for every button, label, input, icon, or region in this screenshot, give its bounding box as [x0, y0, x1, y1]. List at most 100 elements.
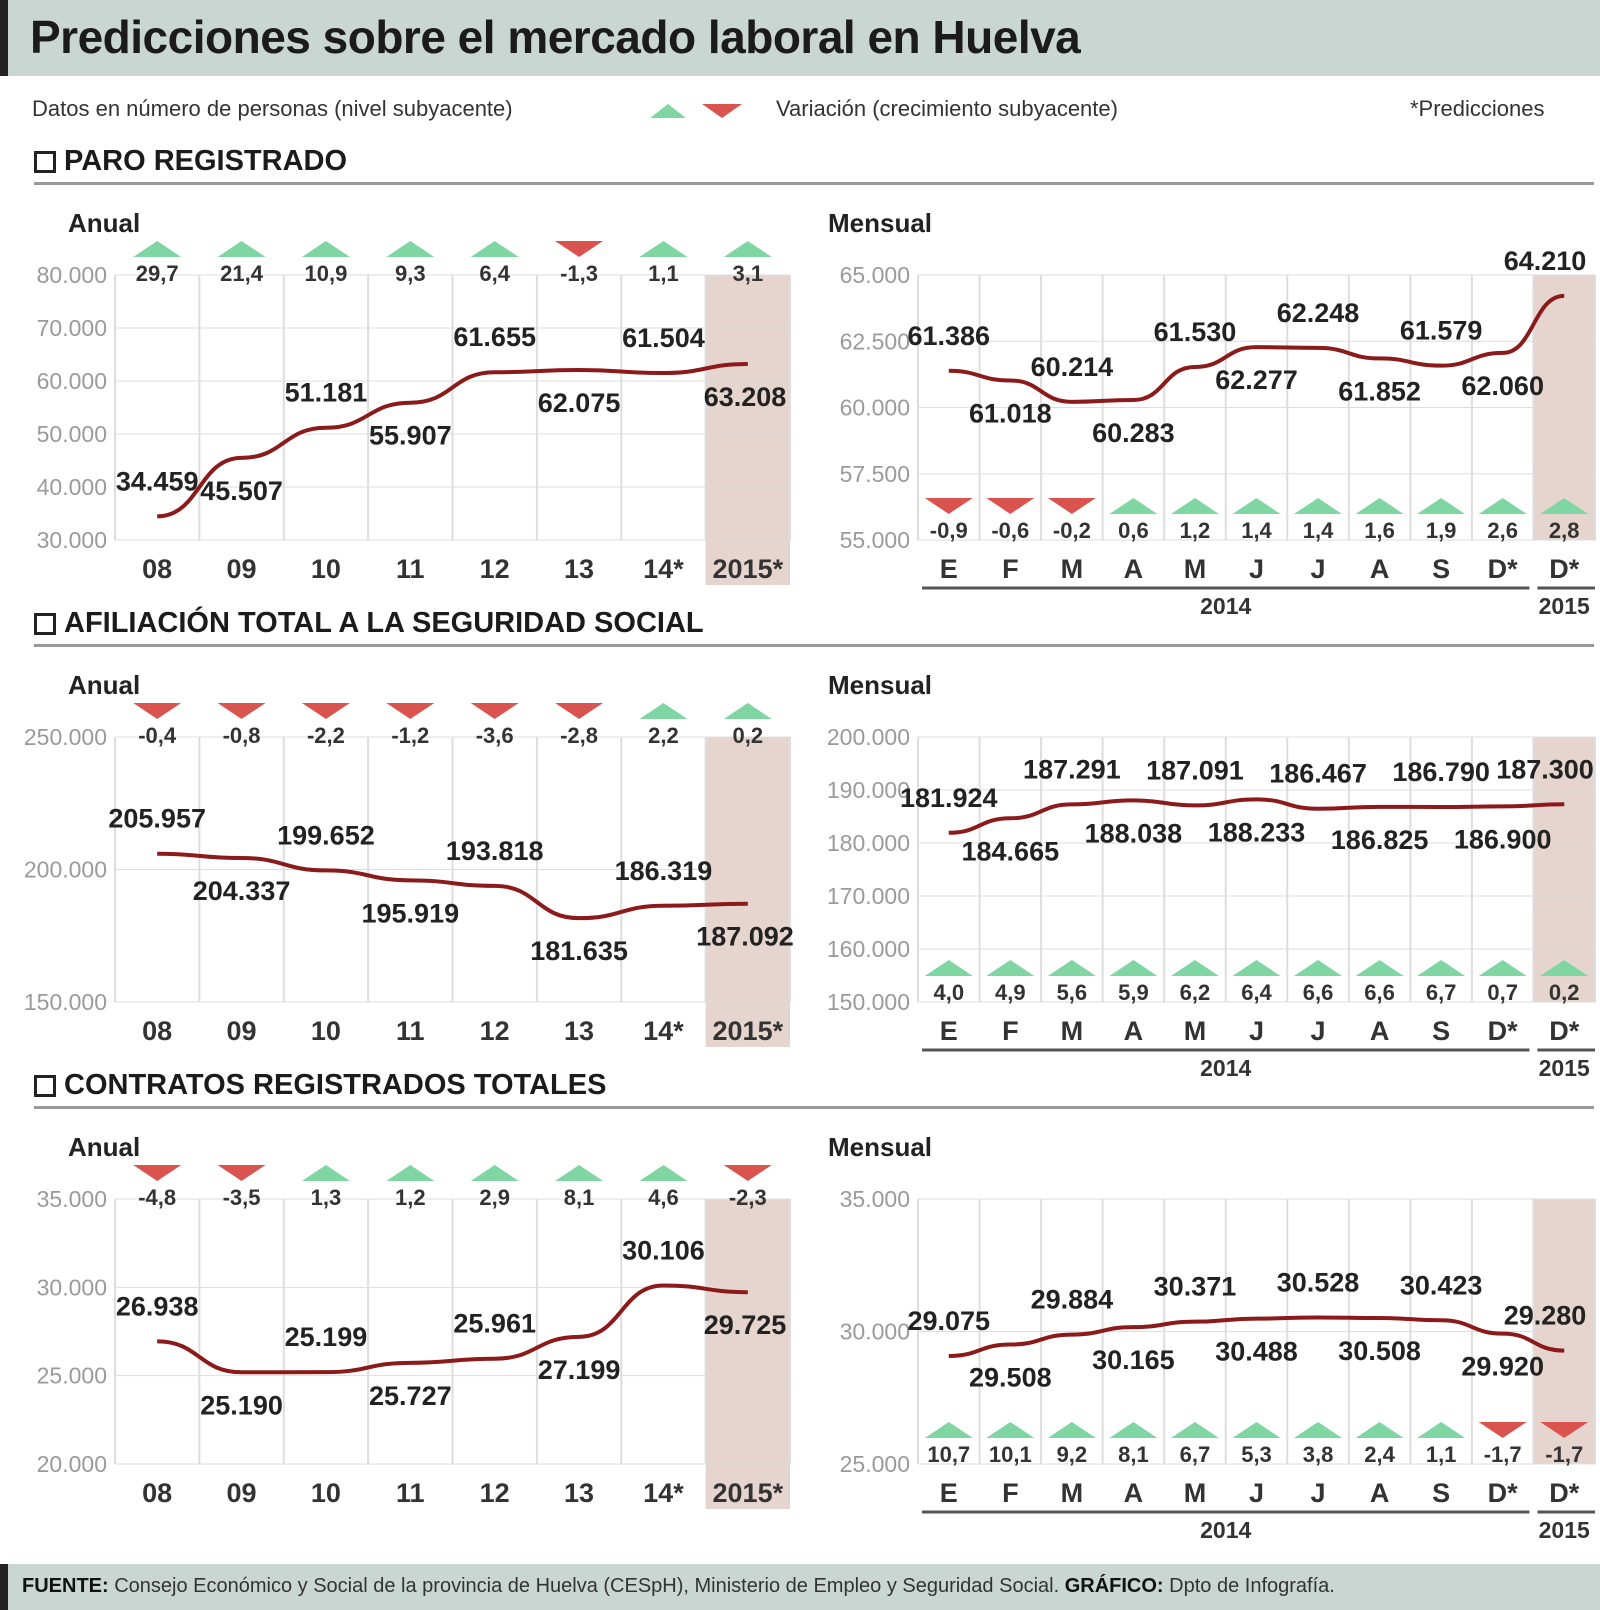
variation-label: 2,6	[1487, 518, 1518, 543]
value-label: 30.371	[1154, 1272, 1237, 1302]
value-label: 61.386	[907, 321, 990, 351]
value-label: 181.924	[900, 783, 998, 813]
x-tick-label: M	[1184, 1478, 1207, 1508]
variation-up-arrow-icon	[1170, 1422, 1219, 1438]
value-label: 62.075	[538, 388, 621, 418]
value-label: 51.181	[285, 378, 368, 408]
value-label: 30.528	[1277, 1268, 1360, 1298]
y-tick-label: 40.000	[37, 474, 107, 500]
y-tick-label: 30.000	[840, 1319, 910, 1345]
x-tick-label: J	[1249, 1478, 1264, 1508]
y-tick-label: 30.000	[37, 527, 107, 553]
x-tick-label: F	[1002, 1016, 1019, 1046]
series-line	[948, 293, 1565, 404]
chart-paro-anual: 30.000 40.000 50.000 60.000 70.000 80.000 34.4…	[37, 241, 791, 585]
variation-label: 10,7	[927, 1442, 970, 1467]
x-tick-label: 11	[396, 1478, 425, 1508]
variation-label: 6,4	[479, 261, 510, 286]
variation-down-arrow-icon	[217, 1165, 266, 1181]
y-tick-label: 80.000	[37, 262, 107, 288]
x-tick-label: M	[1061, 1016, 1084, 1046]
variation-down-arrow-icon	[301, 703, 350, 719]
value-label: 187.291	[1023, 754, 1121, 784]
section-divider	[34, 644, 1594, 647]
y-tick-label: 35.000	[840, 1186, 910, 1212]
legend-datos: Datos en número de personas (nivel subya…	[32, 96, 513, 121]
x-tick-label: 2015*	[713, 1478, 784, 1508]
x-tick-label: 12	[480, 1478, 510, 1508]
variation-up-arrow-icon	[1047, 960, 1096, 976]
x-tick-label: A	[1370, 1016, 1390, 1046]
value-label: 187.092	[696, 922, 794, 952]
prediction-band	[705, 275, 790, 585]
variation-label: 8,1	[1118, 1442, 1149, 1467]
y-tick-label: 20.000	[37, 1451, 107, 1477]
x-tick-label: A	[1370, 554, 1390, 584]
y-tick-label: 160.000	[827, 936, 910, 962]
y-tick-label: 250.000	[24, 724, 107, 750]
x-tick-label: J	[1311, 1478, 1326, 1508]
variation-up-arrow-icon	[1232, 960, 1281, 976]
variation-label: -0,8	[223, 723, 261, 748]
value-label: 61.018	[969, 399, 1052, 429]
variation-down-arrow-icon	[217, 703, 266, 719]
variation-label: 1,6	[1364, 518, 1395, 543]
footer-bar: FUENTE: Consejo Económico y Social de la…	[0, 1564, 1600, 1610]
variation-label: 6,7	[1426, 980, 1457, 1005]
variation-label: 5,6	[1057, 980, 1088, 1005]
variation-up-arrow-icon	[1232, 1422, 1281, 1438]
variation-label: -3,5	[223, 1185, 261, 1210]
y-tick-label: 200.000	[827, 724, 910, 750]
variation-label: 5,9	[1118, 980, 1149, 1005]
variation-label: 3,8	[1303, 1442, 1334, 1467]
variation-label: -0,6	[991, 518, 1029, 543]
variation-label: 5,3	[1241, 1442, 1272, 1467]
variation-up-arrow-icon	[386, 1165, 435, 1181]
x-tick-label: 2015*	[713, 554, 784, 584]
variation-label: 0,2	[733, 723, 764, 748]
x-tick-label: 13	[564, 554, 594, 584]
value-label: 62.277	[1215, 365, 1298, 395]
footer-fuente-text: Consejo Económico y Social de la provinc…	[114, 1575, 1060, 1597]
variation-up-arrow-icon	[133, 241, 182, 257]
panel-label-mensual: Mensual	[828, 208, 933, 238]
x-tick-label: J	[1249, 554, 1264, 584]
variation-label: 1,9	[1426, 518, 1457, 543]
x-tick-label: J	[1311, 1016, 1326, 1046]
y-tick-label: 57.500	[840, 461, 910, 487]
variation-label: -2,3	[729, 1185, 767, 1210]
y-tick-label: 190.000	[827, 777, 910, 803]
x-tick-label: D*	[1488, 1478, 1518, 1508]
panel-label-mensual: Mensual	[828, 1132, 933, 1162]
value-label: 34.459	[116, 466, 199, 496]
variation-up-arrow-icon	[1047, 1422, 1096, 1438]
variation-up-arrow-icon	[1355, 498, 1404, 514]
checkbox-square-icon	[34, 1074, 56, 1097]
variation-label: 9,3	[395, 261, 426, 286]
series-line	[157, 361, 748, 519]
variation-label: -3,6	[476, 723, 514, 748]
variation-label: -0,4	[138, 723, 177, 748]
value-label: 29.725	[704, 1310, 787, 1340]
variation-up-arrow-icon	[924, 960, 973, 976]
panel-label-anual: Anual	[68, 208, 141, 238]
x-tick-label: 2015*	[713, 1016, 784, 1046]
variation-label: 4,0	[933, 980, 964, 1005]
value-label: 30.488	[1215, 1337, 1298, 1367]
variation-label: 1,3	[311, 1185, 342, 1210]
series-line	[157, 851, 748, 921]
group-label: 2015	[1539, 593, 1590, 619]
variation-down-arrow-icon	[470, 703, 519, 719]
section-title-text: PARO REGISTRADO	[64, 145, 348, 177]
x-tick-label: J	[1311, 554, 1326, 584]
x-tick-label: M	[1061, 1478, 1084, 1508]
prediction-band	[705, 737, 790, 1047]
section-title-text: AFILIACIÓN TOTAL A LA SEGURIDAD SOCIAL	[64, 607, 704, 639]
legend-predicciones: *Predicciones	[1410, 96, 1545, 121]
variation-label: -0,9	[930, 518, 968, 543]
y-tick-label: 60.000	[840, 395, 910, 421]
section-title-afiliacion: AFILIACIÓN TOTAL A LA SEGURIDAD SOCIAL	[34, 607, 704, 640]
variation-label: 6,6	[1364, 980, 1395, 1005]
value-label: 61.504	[622, 323, 705, 353]
variation-label: 0,7	[1487, 980, 1518, 1005]
